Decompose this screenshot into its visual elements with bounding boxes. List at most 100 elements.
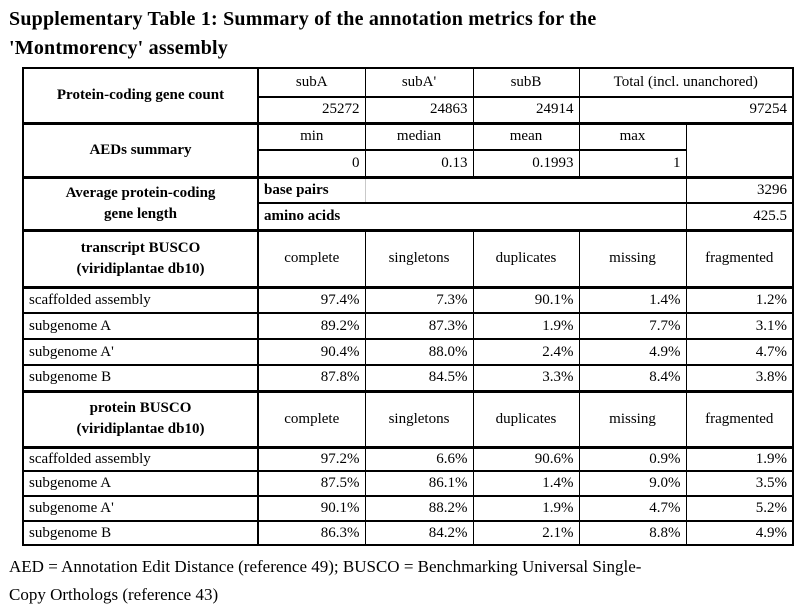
cell-singletons: 84.2% (364, 520, 474, 546)
avg-length-bp-value: 3296 (685, 175, 794, 204)
cell-missing: 8.4% (578, 364, 687, 392)
annotation-metrics-table: Protein-coding gene count subA subA' sub… (22, 67, 794, 546)
gene-count-value-total: 97254 (578, 96, 794, 124)
transcript-busco-header-fragmented: fragmented (685, 228, 794, 288)
protein-busco-row-scaffolded: scaffolded assembly 97.2% 6.6% 90.6% 0.9… (22, 445, 794, 472)
protein-busco-header-complete: complete (257, 389, 366, 448)
gene-count-header-subB: subB (472, 67, 580, 98)
transcript-busco-header-row: transcript BUSCO (viridiplantae db10) co… (22, 228, 794, 288)
cell-missing: 8.8% (578, 520, 687, 546)
avg-length-label-line2: gene length (104, 205, 177, 222)
cell-missing: 1.4% (578, 285, 687, 314)
cell-complete: 87.5% (257, 470, 366, 497)
avg-length-bp-label: base pairs (257, 175, 366, 204)
transcript-busco-row-scaffolded: scaffolded assembly 97.4% 7.3% 90.1% 1.4… (22, 285, 794, 314)
cell-complete: 90.4% (257, 338, 366, 366)
footnote-line2: Copy Orthologs (reference 43) (9, 585, 219, 604)
cell-complete: 89.2% (257, 312, 366, 340)
transcript-busco-row-subgenome-b: subgenome B 87.8% 84.5% 3.3% 8.4% 3.8% (22, 364, 794, 392)
table-title: Supplementary Table 1: Summary of the an… (9, 5, 789, 63)
gene-count-header-subA: subA (257, 67, 366, 98)
cell-fragmented: 4.7% (685, 338, 794, 366)
cell-fragmented: 3.8% (685, 364, 794, 392)
cell-singletons: 6.6% (364, 445, 474, 472)
cell-complete: 90.1% (257, 495, 366, 522)
protein-busco-row-subgenome-b: subgenome B 86.3% 84.2% 2.1% 8.8% 4.9% (22, 520, 794, 546)
transcript-busco-label: transcript BUSCO (viridiplantae db10) (22, 228, 259, 288)
gene-count-value-subA-prime: 24863 (364, 96, 474, 124)
aed-header-max: max (578, 121, 687, 151)
aed-header-row: AEDs summary min median mean max (22, 121, 794, 178)
cell-duplicates: 90.6% (472, 445, 580, 472)
cell-complete: 87.8% (257, 364, 366, 392)
avg-length-aa-value: 425.5 (685, 202, 794, 231)
protein-busco-header-duplicates: duplicates (472, 389, 580, 448)
transcript-busco-header-singletons: singletons (364, 228, 474, 288)
cell-fragmented: 4.9% (685, 520, 794, 546)
avg-length-label-line1: Average protein-coding (65, 184, 216, 201)
cell-complete: 97.2% (257, 445, 366, 472)
protein-busco-label: protein BUSCO (viridiplantae db10) (22, 389, 259, 448)
avg-length-bp-row: Average protein-coding gene length base … (22, 175, 794, 231)
cell-singletons: 86.1% (364, 470, 474, 497)
row-label: subgenome B (22, 364, 259, 392)
aed-header-min: min (257, 121, 366, 151)
page: Supplementary Table 1: Summary of the an… (0, 5, 808, 606)
aed-value-min: 0 (257, 149, 366, 178)
cell-missing: 7.7% (578, 312, 687, 340)
protein-busco-header-missing: missing (578, 389, 687, 448)
gene-count-value-subB: 24914 (472, 96, 580, 124)
row-label: subgenome A (22, 470, 259, 497)
cell-singletons: 88.2% (364, 495, 474, 522)
transcript-busco-header-duplicates: duplicates (472, 228, 580, 288)
transcript-busco-header-complete: complete (257, 228, 366, 288)
aed-header-mean: mean (472, 121, 580, 151)
cell-duplicates: 1.4% (472, 470, 580, 497)
table-title-line2: 'Montmorency' assembly (9, 37, 229, 59)
cell-duplicates: 1.9% (472, 495, 580, 522)
gene-count-header-subA-prime: subA' (364, 67, 474, 98)
cell-singletons: 7.3% (364, 285, 474, 314)
avg-length-label: Average protein-coding gene length (22, 175, 259, 231)
avg-length-aa-label: amino acids (257, 202, 687, 231)
gene-count-header-row: Protein-coding gene count subA subA' sub… (22, 67, 794, 124)
row-label: subgenome A' (22, 495, 259, 522)
aed-value-median: 0.13 (364, 149, 474, 178)
cell-fragmented: 3.5% (685, 470, 794, 497)
cell-duplicates: 2.4% (472, 338, 580, 366)
protein-busco-row-subgenome-a-prime: subgenome A' 90.1% 88.2% 1.9% 4.7% 5.2% (22, 495, 794, 522)
cell-fragmented: 3.1% (685, 312, 794, 340)
cell-duplicates: 1.9% (472, 312, 580, 340)
gene-count-header-total: Total (incl. unanchored) (578, 67, 794, 98)
avg-length-bp-spacer (364, 175, 687, 204)
protein-busco-header-singletons: singletons (364, 389, 474, 448)
footnote-line1: AED = Annotation Edit Distance (referenc… (9, 557, 642, 576)
cell-missing: 9.0% (578, 470, 687, 497)
protein-busco-label-line2: (viridiplantae db10) (76, 421, 205, 437)
cell-missing: 0.9% (578, 445, 687, 472)
transcript-busco-row-subgenome-a-prime: subgenome A' 90.4% 88.0% 2.4% 4.9% 4.7% (22, 338, 794, 366)
aed-value-row: 0 0.13 0.1993 1 (23, 149, 793, 178)
cell-fragmented: 1.2% (685, 285, 794, 314)
transcript-busco-row-subgenome-a: subgenome A 89.2% 87.3% 1.9% 7.7% 3.1% (22, 312, 794, 340)
protein-busco-row-subgenome-a: subgenome A 87.5% 86.1% 1.4% 9.0% 3.5% (22, 470, 794, 497)
row-label: subgenome A' (22, 338, 259, 366)
aed-header-median: median (364, 121, 474, 151)
cell-fragmented: 1.9% (685, 445, 794, 472)
cell-missing: 4.7% (578, 495, 687, 522)
row-label: scaffolded assembly (22, 285, 259, 314)
cell-duplicates: 2.1% (472, 520, 580, 546)
table-title-line1: Supplementary Table 1: Summary of the an… (9, 8, 597, 30)
avg-length-aa-row: amino acids 425.5 (23, 202, 794, 231)
transcript-busco-label-line1: transcript BUSCO (80, 239, 201, 256)
cell-singletons: 84.5% (364, 364, 474, 392)
table-footnote: AED = Annotation Edit Distance (referenc… (9, 553, 799, 606)
aed-summary-label: AEDs summary (22, 121, 259, 178)
row-label: scaffolded assembly (22, 445, 259, 472)
row-label: subgenome B (22, 520, 259, 546)
protein-busco-label-line1: protein BUSCO (89, 400, 192, 416)
protein-busco-header-row: protein BUSCO (viridiplantae db10) compl… (22, 389, 794, 448)
cell-fragmented: 5.2% (685, 495, 794, 522)
aed-empty-cell (685, 121, 794, 178)
gene-count-value-row: 25272 24863 24914 97254 (23, 96, 794, 124)
